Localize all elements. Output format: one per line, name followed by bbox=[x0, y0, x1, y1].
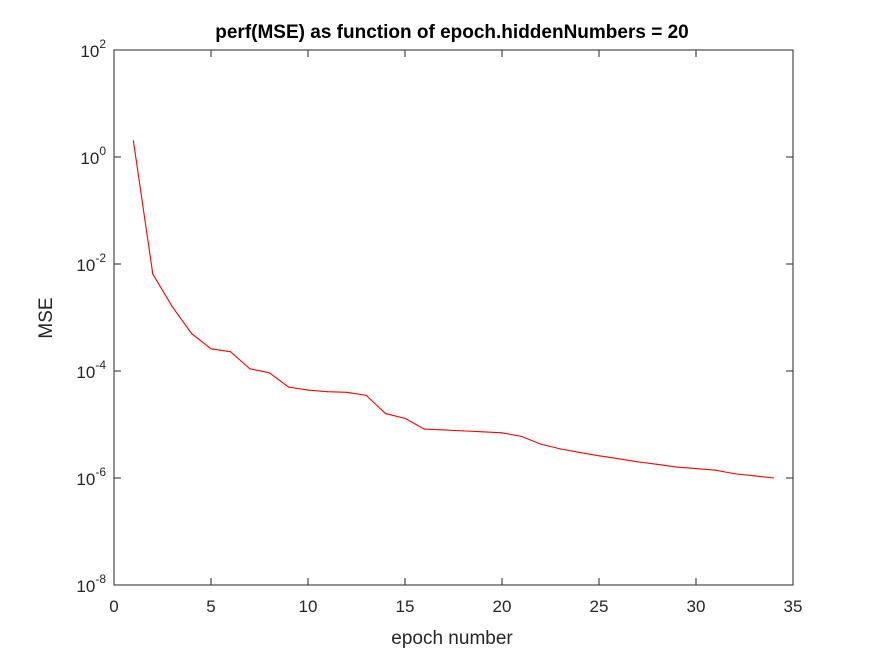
series-line bbox=[132, 140, 774, 479]
data-point bbox=[637, 461, 639, 463]
data-point bbox=[346, 391, 348, 393]
data-point bbox=[191, 333, 193, 335]
data-point bbox=[773, 477, 775, 479]
x-tick-label: 20 bbox=[493, 597, 512, 616]
data-point bbox=[579, 451, 581, 454]
y-axis-label: MSE bbox=[36, 297, 57, 338]
data-point bbox=[714, 469, 717, 471]
data-point bbox=[462, 430, 464, 432]
data-point bbox=[171, 305, 173, 308]
x-tick-label: 25 bbox=[590, 597, 609, 616]
data-point bbox=[229, 351, 231, 353]
y-axis: 10-8 10-6 10-4 10-2 100 102 bbox=[76, 37, 793, 596]
y-tick-label: 10-8 bbox=[76, 572, 106, 596]
y-tick-label: 10-2 bbox=[76, 251, 106, 275]
x-tick-label: 5 bbox=[206, 597, 215, 616]
data-point bbox=[307, 389, 309, 391]
data-point bbox=[598, 455, 600, 457]
data-point bbox=[443, 429, 445, 431]
data-point bbox=[540, 443, 542, 445]
x-tick-label: 35 bbox=[784, 597, 803, 616]
x-tick-label: 10 bbox=[299, 597, 318, 616]
data-point bbox=[482, 431, 484, 433]
data-point bbox=[520, 435, 523, 437]
chart-title: perf(MSE) as function of epoch.hiddenNum… bbox=[215, 22, 688, 43]
data-point bbox=[501, 432, 503, 434]
x-tick-label: 15 bbox=[396, 597, 415, 616]
data-point bbox=[423, 428, 425, 430]
y-tick-label: 10-6 bbox=[76, 465, 106, 489]
y-tick-label: 102 bbox=[80, 37, 106, 61]
data-point bbox=[210, 348, 212, 350]
data-point bbox=[365, 394, 367, 396]
x-axis: 0 5 10 15 20 25 30 35 bbox=[109, 50, 802, 616]
y-tick-label: 100 bbox=[80, 144, 106, 168]
data-point bbox=[268, 372, 270, 374]
data-point bbox=[656, 463, 658, 465]
data-point bbox=[695, 467, 697, 470]
data-point bbox=[617, 458, 620, 460]
series-layer bbox=[132, 140, 775, 479]
data-point bbox=[559, 448, 561, 450]
x-tick-label: 0 bbox=[109, 597, 118, 616]
x-tick-label: 30 bbox=[687, 597, 706, 616]
data-point bbox=[326, 391, 328, 393]
plot-area-border bbox=[113, 49, 794, 586]
data-point bbox=[753, 475, 755, 477]
x-axis-label: epoch number bbox=[391, 628, 513, 649]
data-point bbox=[132, 140, 134, 142]
data-point bbox=[676, 466, 678, 468]
data-point bbox=[404, 417, 406, 420]
data-point bbox=[152, 273, 154, 275]
data-point bbox=[385, 412, 387, 415]
data-point bbox=[249, 368, 251, 370]
data-point bbox=[288, 386, 290, 388]
y-tick-label: 10-4 bbox=[76, 358, 106, 382]
data-point bbox=[734, 473, 736, 475]
